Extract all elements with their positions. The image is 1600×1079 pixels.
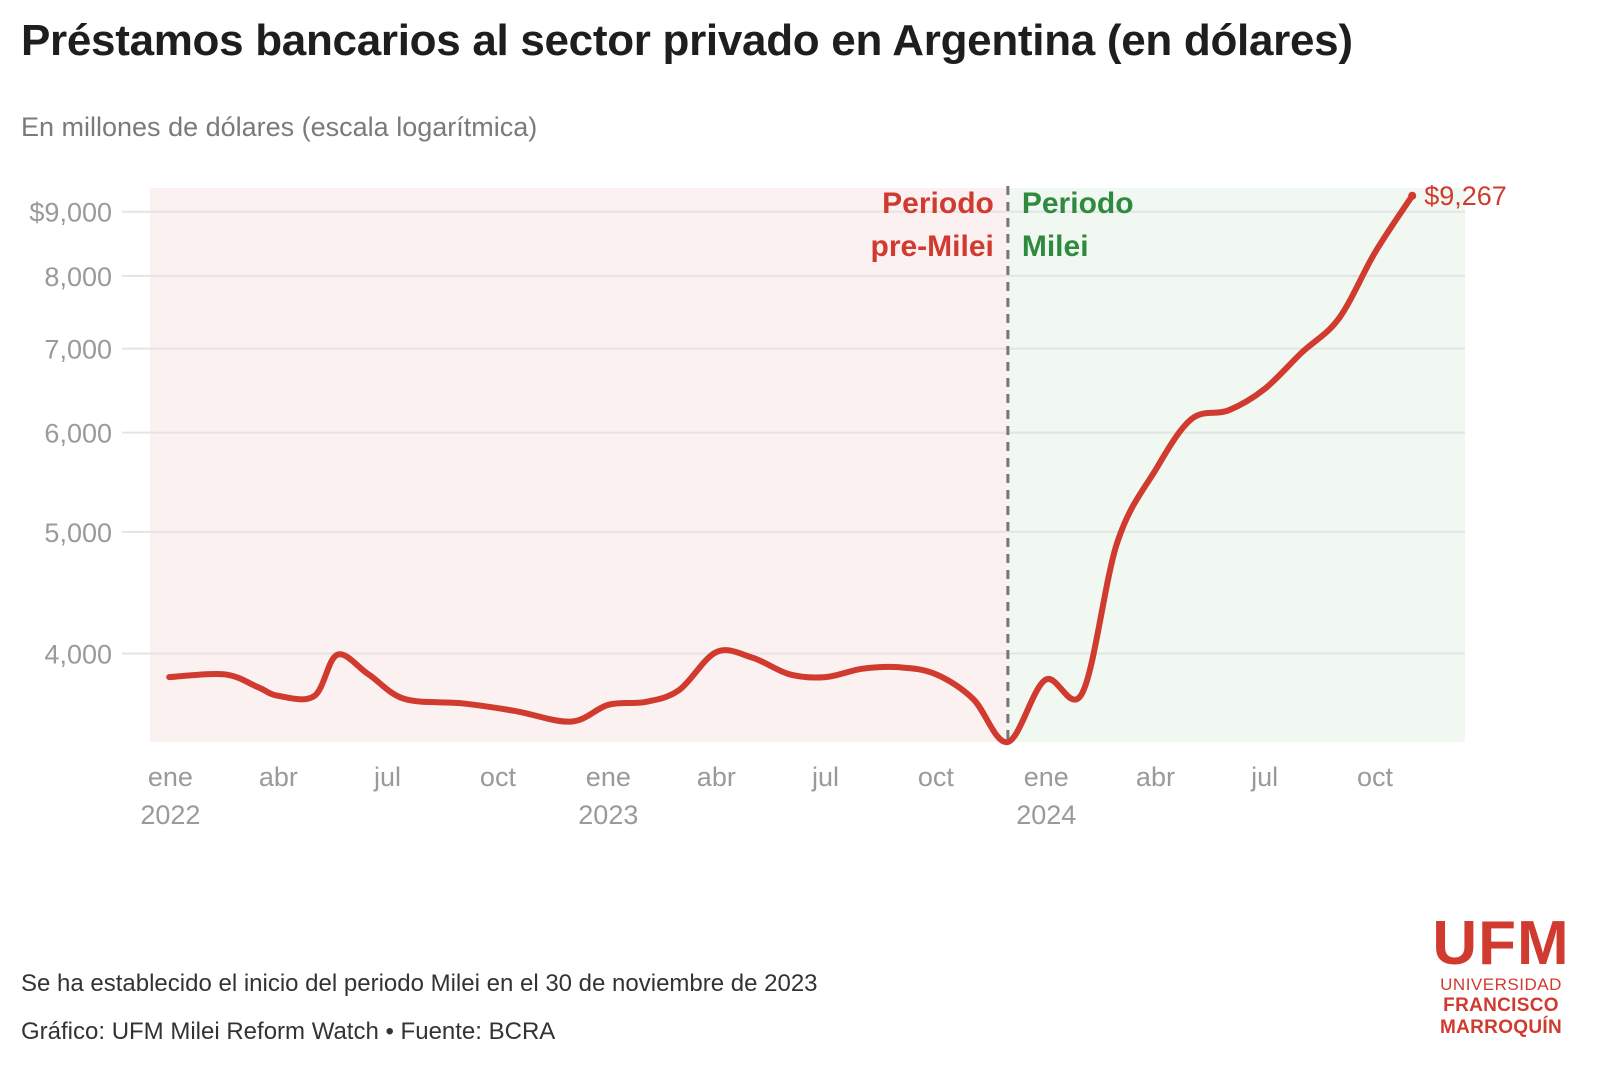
logo-mark: UFM (1432, 909, 1570, 978)
y-tick-label: 8,000 (44, 262, 112, 292)
milei-label: Periodo (1022, 187, 1134, 220)
y-gridlines (122, 210, 1465, 655)
x-axis-ticks: ene 2022 abr jul oct ene 2023 abr jul oct ene 2024 a… (140, 762, 1393, 830)
milei-label: Milei (1022, 230, 1089, 263)
x-tick-label: ene (1024, 762, 1069, 792)
x-tick-label: oct (480, 762, 517, 792)
y-tick-label: 6,000 (44, 419, 112, 449)
y-tick-label: 5,000 (44, 518, 112, 548)
region-backgrounds (150, 188, 1465, 742)
series-layer: $9,267 (166, 181, 1507, 746)
line-chart: 4,000 5,000 6,000 7,000 8,000 $9,000 ene 2022 a… (29, 181, 1507, 830)
x-tick-label: jul (811, 762, 839, 792)
logo-line-francisco: FRANCISCO (1443, 995, 1559, 1016)
x-tick-label: abr (259, 762, 298, 792)
logo-line-marroquin: MARROQUÍN (1440, 1017, 1562, 1038)
region-labels: Periodo pre-Milei Periodo Milei (871, 187, 1134, 263)
series-line (166, 192, 1416, 746)
x-tick-label: jul (1250, 762, 1278, 792)
milei-region (1007, 188, 1465, 742)
chart-subtitle: En millones de dólares (escala logarítmi… (21, 112, 538, 142)
x-tick-year: 2023 (578, 800, 638, 830)
x-tick-label: ene (586, 762, 631, 792)
x-tick-year: 2022 (140, 800, 200, 830)
logo-line-universidad: UNIVERSIDAD (1440, 975, 1562, 994)
pre-milei-region (150, 188, 1008, 742)
pre-milei-label: pre-Milei (871, 230, 994, 263)
y-tick-label: 4,000 (44, 639, 112, 669)
x-tick-label: oct (918, 762, 955, 792)
x-tick-label: ene (148, 762, 193, 792)
source-credit: Gráfico: UFM Milei Reform Watch • Fuente… (21, 1018, 556, 1045)
end-value-label: $9,267 (1424, 181, 1507, 211)
x-tick-label: oct (1357, 762, 1394, 792)
x-tick-year: 2024 (1016, 800, 1076, 830)
x-tick-label: abr (1136, 762, 1175, 792)
chart-title: Préstamos bancarios al sector privado en… (21, 16, 1353, 65)
ufm-logo: UFM UNIVERSIDAD FRANCISCO MARROQUÍN (1425, 909, 1577, 1039)
y-tick-label: $9,000 (29, 198, 112, 228)
end-point (1408, 191, 1417, 200)
x-tick-label: jul (373, 762, 401, 792)
y-axis-ticks: 4,000 5,000 6,000 7,000 8,000 $9,000 (29, 198, 112, 670)
pre-milei-label: Periodo (882, 187, 994, 220)
x-tick-label: abr (697, 762, 736, 792)
y-tick-label: 7,000 (44, 335, 112, 365)
footnote: Se ha establecido el inicio del periodo … (21, 970, 818, 997)
